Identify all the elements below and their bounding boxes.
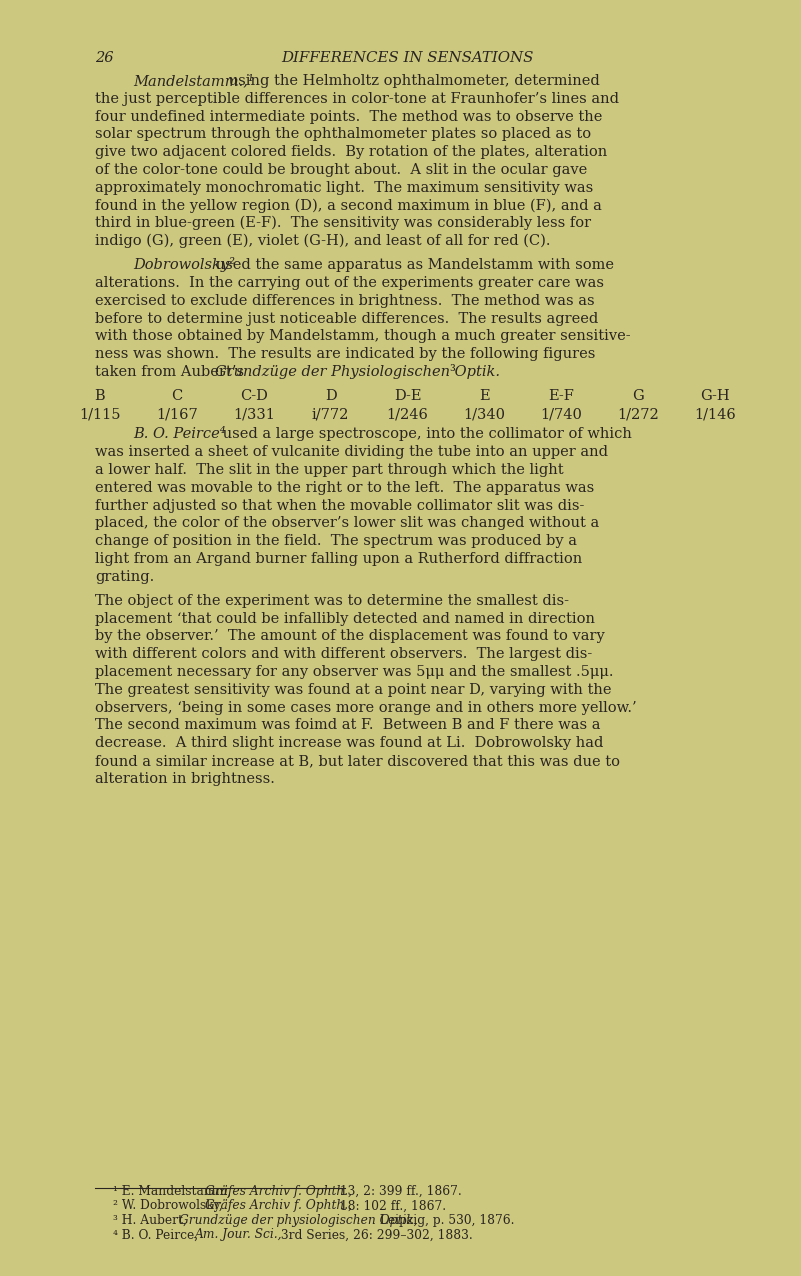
Text: grating.: grating.: [95, 569, 155, 583]
Text: placement necessary for any observer was 5μμ and the smallest .5μμ.: placement necessary for any observer was…: [95, 665, 614, 679]
Text: placed, the color of the observer’s lower slit was changed without a: placed, the color of the observer’s lowe…: [95, 517, 599, 531]
Text: E: E: [479, 389, 489, 403]
Text: alteration in brightness.: alteration in brightness.: [95, 772, 275, 786]
Text: DIFFERENCES IN SENSATIONS: DIFFERENCES IN SENSATIONS: [281, 51, 533, 65]
Text: B. O. Peirce⁴: B. O. Peirce⁴: [133, 427, 226, 441]
Text: used the same apparatus as Mandelstamm with some: used the same apparatus as Mandelstamm w…: [211, 258, 614, 272]
Text: used a large spectroscope, into the collimator of which: used a large spectroscope, into the coll…: [218, 427, 631, 441]
Text: Dobrowolsky²: Dobrowolsky²: [133, 258, 235, 272]
Text: Grundzüge der Physiologischen Optik.: Grundzüge der Physiologischen Optik.: [215, 365, 500, 379]
Text: Gräfes Archiv f. Ophth.,: Gräfes Archiv f. Ophth.,: [205, 1199, 352, 1212]
Text: 1/115: 1/115: [79, 408, 121, 422]
Text: decrease.  A third slight increase was found at Li.  Dobrowolsky had: decrease. A third slight increase was fo…: [95, 736, 603, 750]
Text: the just perceptible differences in color-tone at Fraunhofer’s lines and: the just perceptible differences in colo…: [95, 92, 619, 106]
Text: give two adjacent colored fields.  By rotation of the plates, alteration: give two adjacent colored fields. By rot…: [95, 145, 607, 160]
Text: was inserted a sheet of vulcanite dividing the tube into an upper and: was inserted a sheet of vulcanite dividi…: [95, 445, 608, 459]
Text: B: B: [95, 389, 105, 403]
Text: light from an Argand burner falling upon a Rutherford diffraction: light from an Argand burner falling upon…: [95, 553, 582, 567]
Text: C: C: [171, 389, 183, 403]
Text: further adjusted so that when the movable collimator slit was dis-: further adjusted so that when the movabl…: [95, 499, 585, 513]
Text: Mandelstamm.,¹: Mandelstamm.,¹: [133, 74, 254, 88]
Text: G-H: G-H: [700, 389, 730, 403]
Text: Am. Jour. Sci.,: Am. Jour. Sci.,: [195, 1229, 282, 1242]
Text: ness was shown.  The results are indicated by the following figures: ness was shown. The results are indicate…: [95, 347, 595, 361]
Text: with different colors and with different observers.  The largest dis-: with different colors and with different…: [95, 647, 592, 661]
Text: 1/740: 1/740: [541, 408, 582, 422]
Text: ³: ³: [449, 365, 455, 379]
Text: taken from Aubert’s: taken from Aubert’s: [95, 365, 248, 379]
Text: 13, 2: 399 ff., 1867.: 13, 2: 399 ff., 1867.: [336, 1185, 461, 1198]
Text: 3rd Series, 26: 299–302, 1883.: 3rd Series, 26: 299–302, 1883.: [276, 1229, 473, 1242]
Text: 1/146: 1/146: [694, 408, 736, 422]
Text: by the observer.’  The amount of the displacement was found to vary: by the observer.’ The amount of the disp…: [95, 629, 605, 643]
Text: using the Helmholtz ophthalmometer, determined: using the Helmholtz ophthalmometer, dete…: [224, 74, 600, 88]
Text: indigo (G), green (E), violet (G-H), and least of all for red (C).: indigo (G), green (E), violet (G-H), and…: [95, 234, 550, 249]
Text: G: G: [632, 389, 644, 403]
Text: entered was movable to the right or to the left.  The apparatus was: entered was movable to the right or to t…: [95, 481, 594, 495]
Text: 1/340: 1/340: [463, 408, 505, 422]
Text: exercised to exclude differences in brightness.  The method was as: exercised to exclude differences in brig…: [95, 293, 594, 308]
Text: Leipzig, p. 530, 1876.: Leipzig, p. 530, 1876.: [376, 1213, 514, 1228]
Text: 26: 26: [95, 51, 114, 65]
Text: with those obtained by Mandelstamm, though a much greater sensitive-: with those obtained by Mandelstamm, thou…: [95, 329, 630, 343]
Text: i/772: i/772: [312, 408, 349, 422]
Text: 18: 102 ff., 1867.: 18: 102 ff., 1867.: [336, 1199, 446, 1212]
Text: The second maximum was foimd at F.  Between B and F there was a: The second maximum was foimd at F. Betwe…: [95, 718, 601, 732]
Text: of the color-tone could be brought about.  A slit in the ocular gave: of the color-tone could be brought about…: [95, 163, 587, 177]
Text: 1/167: 1/167: [156, 408, 198, 422]
Text: approximately monochromatic light.  The maximum sensitivity was: approximately monochromatic light. The m…: [95, 181, 594, 195]
Text: alterations.  In the carrying out of the experiments greater care was: alterations. In the carrying out of the …: [95, 276, 604, 290]
Text: change of position in the field.  The spectrum was produced by a: change of position in the field. The spe…: [95, 535, 577, 549]
Text: a lower half.  The slit in the upper part through which the light: a lower half. The slit in the upper part…: [95, 463, 564, 477]
Text: The object of the experiment was to determine the smallest dis-: The object of the experiment was to dete…: [95, 593, 569, 607]
Text: found in the yellow region (D), a second maximum in blue (F), and a: found in the yellow region (D), a second…: [95, 198, 602, 213]
Text: ² W. Dobrowolsky,: ² W. Dobrowolsky,: [113, 1199, 227, 1212]
Text: found a similar increase at B, but later discovered that this was due to: found a similar increase at B, but later…: [95, 754, 620, 768]
Text: 1/331: 1/331: [233, 408, 275, 422]
Text: observers, ‘being in some cases more orange and in others more yellow.’: observers, ‘being in some cases more ora…: [95, 701, 637, 715]
Text: ³ H. Aubert,: ³ H. Aubert,: [113, 1213, 191, 1228]
Text: The greatest sensitivity was found at a point near D, varying with the: The greatest sensitivity was found at a …: [95, 683, 611, 697]
Text: 1/246: 1/246: [387, 408, 429, 422]
Text: ⁴ B. O. Peirce,: ⁴ B. O. Peirce,: [113, 1229, 202, 1242]
Text: D: D: [324, 389, 336, 403]
Text: E-F: E-F: [549, 389, 574, 403]
Text: 1/272: 1/272: [618, 408, 659, 422]
Text: four undefined intermediate points.  The method was to observe the: four undefined intermediate points. The …: [95, 110, 602, 124]
Text: C-D: C-D: [239, 389, 268, 403]
Text: D-E: D-E: [394, 389, 421, 403]
Text: Grundzüge der physiologischen Optik,: Grundzüge der physiologischen Optik,: [179, 1213, 418, 1228]
Text: placement ‘that could be infallibly detected and named in direction: placement ‘that could be infallibly dete…: [95, 611, 595, 625]
Text: solar spectrum through the ophthalmometer plates so placed as to: solar spectrum through the ophthalmomete…: [95, 128, 591, 142]
Text: ¹ E. Mandelstamm,: ¹ E. Mandelstamm,: [113, 1185, 235, 1198]
Text: before to determine just noticeable differences.  The results agreed: before to determine just noticeable diff…: [95, 311, 598, 325]
Text: Gräfes Archiv f. Ophth.,: Gräfes Archiv f. Ophth.,: [205, 1185, 352, 1198]
Text: third in blue-green (E-F).  The sensitivity was considerably less for: third in blue-green (E-F). The sensitivi…: [95, 216, 591, 231]
